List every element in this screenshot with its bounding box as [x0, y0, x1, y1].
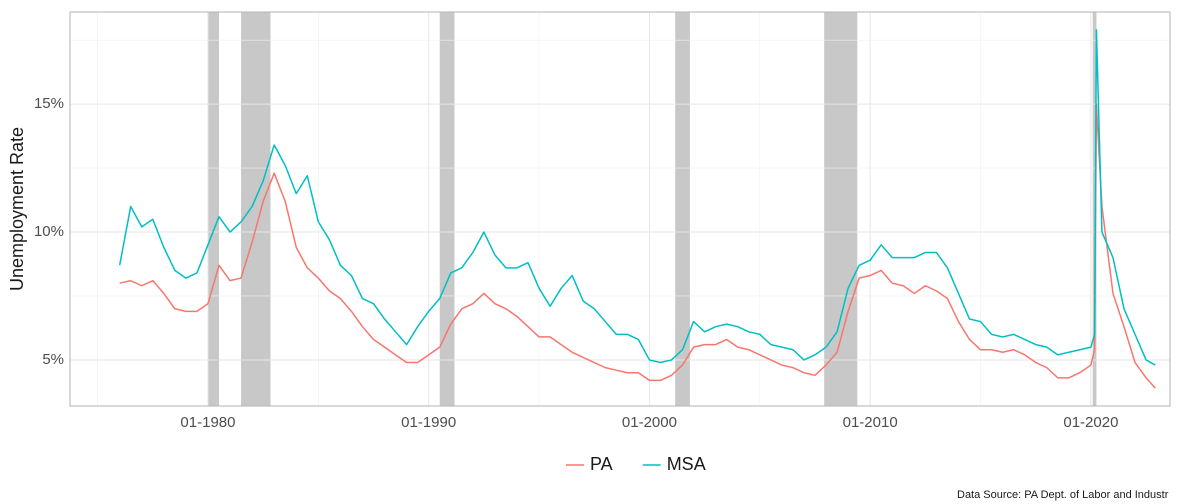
- y-tick-label: 10%: [34, 223, 64, 240]
- recession-band: [439, 12, 455, 406]
- recession-band: [824, 12, 858, 406]
- legend-label: MSA: [667, 454, 706, 474]
- caption: Data Source: PA Dept. of Labor and Indus…: [957, 489, 1169, 501]
- y-tick-label: 5%: [42, 351, 64, 368]
- x-tick-label: 01-1990: [401, 414, 456, 431]
- series-line: [118, 29, 1156, 366]
- x-tick-label: 01-2000: [622, 414, 677, 431]
- recession-band: [207, 12, 219, 406]
- recession-band: [675, 12, 690, 406]
- legend-label: PA: [590, 454, 613, 474]
- series-line: [119, 103, 1156, 389]
- panel-border: [69, 11, 1171, 407]
- y-tick-label: 15%: [34, 95, 64, 112]
- recession-band: [241, 12, 271, 406]
- y-axis-title: Unemployment Rate: [7, 127, 27, 291]
- x-tick-label: 01-2010: [843, 414, 898, 431]
- x-tick-label: 01-2020: [1063, 414, 1118, 431]
- recession-band: [1092, 12, 1097, 406]
- x-tick-label: 01-1980: [180, 414, 235, 431]
